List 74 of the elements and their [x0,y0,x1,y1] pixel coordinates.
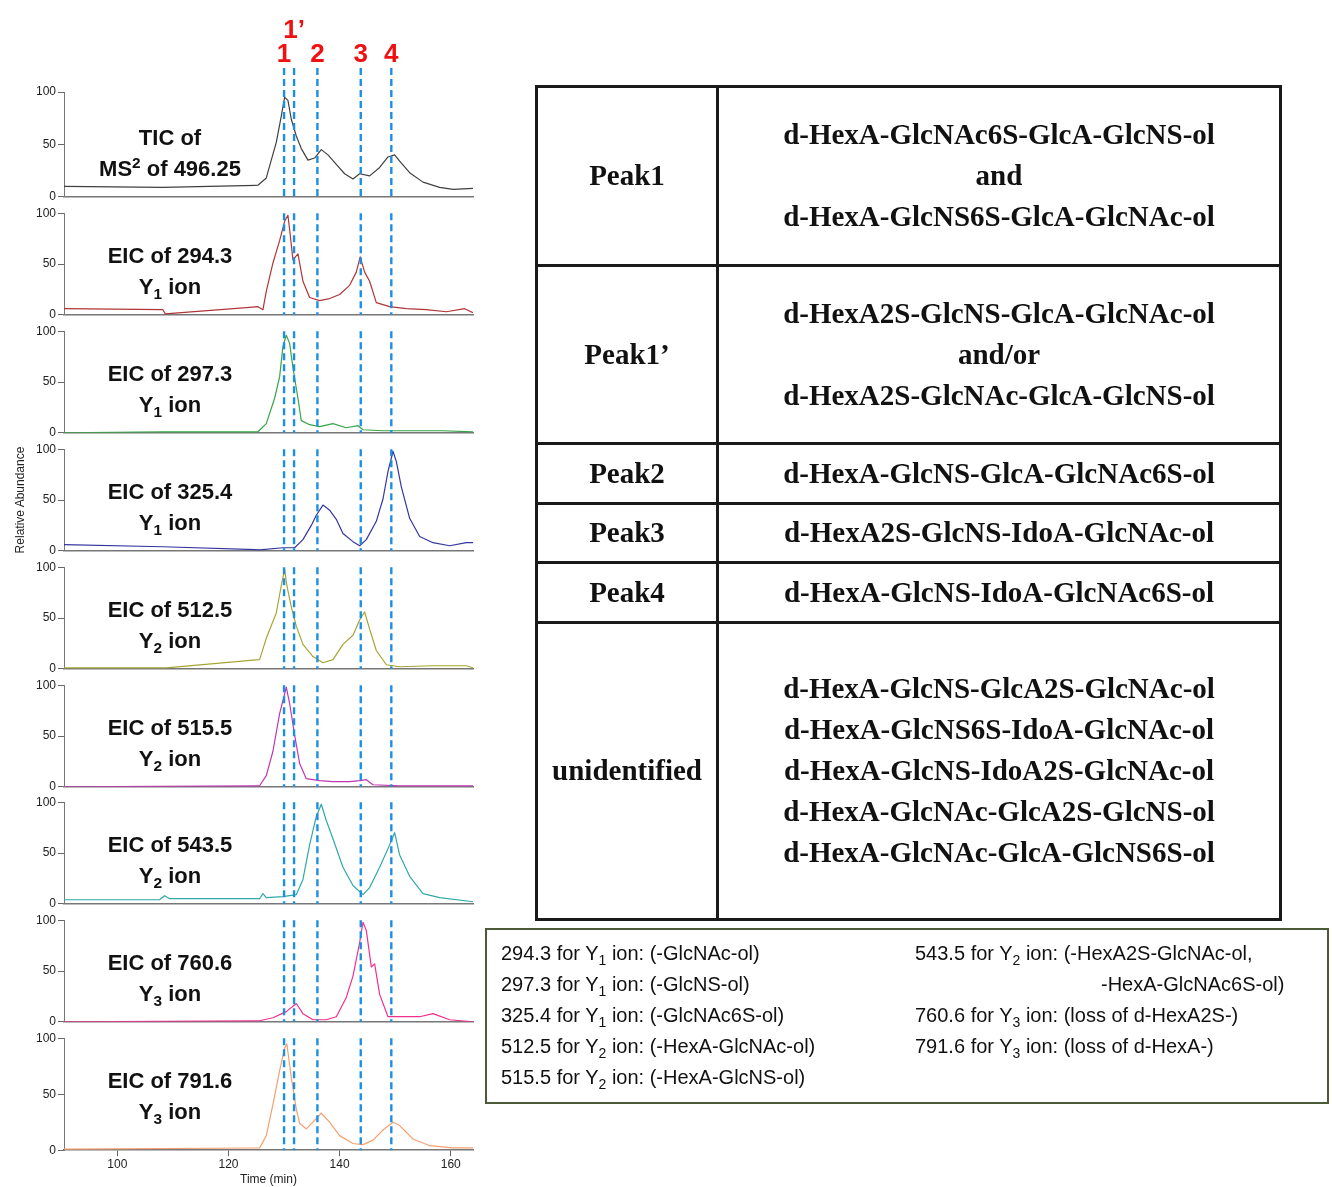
annotation: EIC of 791.6 [106,1067,234,1096]
y-tick-label: 0 [49,896,57,911]
y-tick-label: 50 [42,256,57,271]
y-tick-label: 50 [42,609,57,624]
y-tick-label: 100 [35,323,57,338]
x-tick-label: 120 [218,1156,239,1171]
text: Peak2 [536,443,718,503]
text: Peak3 [536,503,718,563]
text: 791.6 for Y$_{3}$ ion: (loss of d-HexA-) [915,1035,1214,1061]
text: 297.3 for Y$_{1}$ ion: (-GlcNS-ol) [501,973,750,999]
y-tick-label: 0 [49,1014,57,1029]
x-tick-label: 100 [107,1156,128,1171]
text: 512.5 for Y$_{2}$ ion: (-HexA-GlcNAc-ol) [501,1035,816,1061]
annotation: MS$^{2}$ of 496.25 [98,153,242,183]
y-tick-label: 100 [35,84,57,99]
annotation: Y$_{1}$ ion [137,508,203,539]
annotation: EIC of 760.6 [106,949,234,978]
annotation: Y$_{2}$ ion [137,862,203,892]
y-tick-label: 50 [42,727,57,742]
text: unidentified [536,622,718,920]
text: 4 [384,38,400,68]
text: d-HexA2S-GlcNS-IdoA-GlcNAc-ol [782,515,1216,551]
annotation: EIC of 515.5 [106,713,234,742]
y-tick-label: 100 [35,677,57,692]
annotation: EIC of 512.5 [106,595,234,624]
annotation: Y$_{1}$ ion [137,390,203,421]
text: 543.5 for Y$_{2}$ ion: (-HexA2S-GlcNAc-ol, -HexA-GlcNAc6S-ol) [915,942,1285,995]
y-tick-label: 50 [42,1086,57,1101]
text: Peak1’ [536,265,718,444]
text: d-HexA-GlcNS-GlcA2S-GlcNAc-ol d-HexA-GlcNS6S-IdoA-GlcNAc-ol d-HexA-GlcNS-IdoA2S-GlcNAc-ol d-HexA-GlcNAc-GlcA2S-GlcNS-ol d-HexA-GlcNAc-GlcA-GlcNS6S-ol [782,671,1216,871]
text: d-HexA-GlcNS-IdoA-GlcNAc6S-ol [782,574,1216,610]
y-tick-label: 0 [49,542,57,557]
text: Peak4 [536,562,718,622]
annotation: Y$_{2}$ ion [137,626,203,656]
text: 760.6 for Y$_{3}$ ion: (loss of d-HexA2S-) [915,1004,1239,1030]
text: 515.5 for Y$_{2}$ ion: (-HexA-GlcNS-ol) [501,1066,806,1092]
y-tick-label: 0 [49,307,57,321]
y-tick-label: 100 [35,559,57,574]
annotation: Y$_{3}$ ion [137,1098,203,1128]
y-axis-title: Relative Abundance [13,446,27,554]
annotation: Y$_{1}$ ion [137,272,203,303]
y-tick-label: 100 [35,1030,57,1045]
y-tick-label: 100 [35,441,57,456]
x-tick-label: 140 [329,1156,350,1171]
x-tick-label: 160 [440,1156,462,1171]
text: d-HexA2S-GlcNS-GlcA-GlcNAc-ol and/or d-HexA2S-GlcNAc-GlcA-GlcNS-ol [782,295,1216,413]
text: Peak1 [536,86,718,265]
y-tick-label: 100 [35,794,57,809]
y-tick-label: 50 [42,963,57,978]
text: 325.4 for Y$_{1}$ ion: (-GlcNAc6S-ol) [501,1004,785,1030]
y-tick-label: 100 [35,912,57,927]
annotation: Y$_{3}$ ion [137,980,203,1010]
annotation: EIC of 297.3 [106,359,234,388]
text: 3 [353,38,368,68]
y-tick-label: 50 [42,374,57,389]
annotation: EIC of 325.4 [106,477,234,506]
y-tick-label: 50 [42,845,57,860]
y-tick-label: 0 [49,1142,57,1157]
annotation: TIC of [137,124,203,152]
text: 294.3 for Y$_{1}$ ion: (-GlcNAc-ol) [501,942,760,968]
y-tick-label: 0 [49,778,57,793]
text: d-HexA-GlcNAc6S-GlcA-GlcNS-ol and d-HexA-GlcNS6S-GlcA-GlcNAc-ol [782,117,1216,235]
text: 2 [310,38,325,68]
y-tick-label: 0 [49,660,57,675]
y-tick-label: 100 [35,205,57,220]
y-tick-label: 50 [42,492,57,506]
annotation: EIC of 294.3 [106,241,234,270]
annotation: Y$_{2}$ ion [137,744,203,774]
x-axis-title: Time (min) [240,1172,297,1187]
y-tick-label: 0 [49,424,57,439]
text: d-HexA-GlcNS-GlcA-GlcNAc6S-ol [782,455,1216,491]
y-tick-label: 0 [49,189,57,204]
y-tick-label: 50 [42,136,57,151]
annotation: EIC of 543.5 [106,831,234,860]
